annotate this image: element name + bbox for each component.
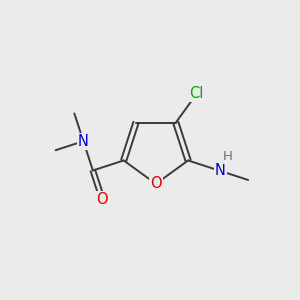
Text: Cl: Cl xyxy=(190,86,204,101)
Text: O: O xyxy=(97,192,108,207)
Text: N: N xyxy=(215,164,226,178)
Text: H: H xyxy=(223,150,233,163)
Text: O: O xyxy=(150,176,162,191)
Text: N: N xyxy=(78,134,89,149)
